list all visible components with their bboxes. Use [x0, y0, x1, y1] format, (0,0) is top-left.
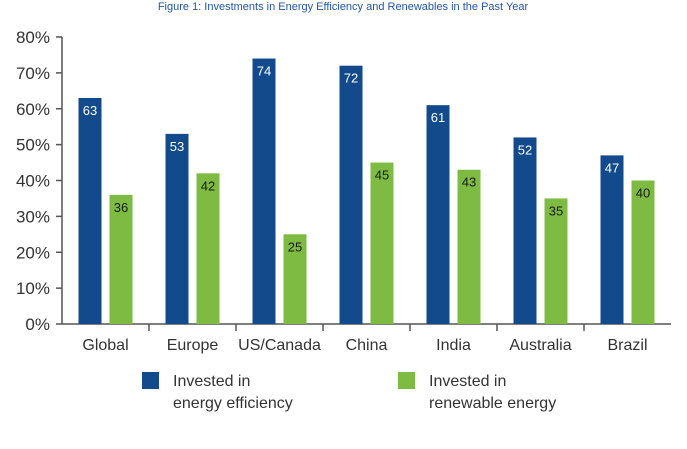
x-tick-label: Australia — [509, 337, 571, 354]
data-label: 35 — [549, 203, 563, 218]
y-tick-label: 10% — [16, 279, 50, 298]
bar — [426, 105, 450, 324]
y-tick-label: 70% — [16, 64, 50, 83]
bar — [513, 137, 537, 324]
x-tick-label: China — [346, 337, 388, 354]
y-tick-label: 80% — [16, 28, 50, 47]
data-label: 53 — [170, 139, 184, 154]
legend-label: energy efficiency — [173, 395, 293, 412]
data-label: 74 — [257, 64, 271, 79]
data-label: 36 — [114, 200, 128, 215]
data-label: 40 — [636, 186, 650, 201]
bar — [165, 133, 189, 324]
data-label: 72 — [344, 71, 358, 86]
bar — [78, 97, 102, 324]
bar — [339, 65, 363, 324]
legend-item: Invested in energy efficiency — [142, 372, 293, 412]
y-tick-label: 30% — [16, 207, 50, 226]
bar — [196, 173, 220, 324]
data-label: 45 — [375, 168, 389, 183]
bar — [109, 194, 133, 324]
y-tick-label: 0% — [25, 315, 50, 334]
y-tick-label: 40% — [16, 172, 50, 191]
bar — [631, 180, 655, 324]
x-tick-label: Europe — [167, 337, 219, 354]
data-label: 47 — [605, 160, 619, 175]
bars — [78, 58, 655, 325]
legend-item: Invested in renewable energy — [398, 372, 556, 412]
data-label: 25 — [288, 239, 302, 254]
y-tick-label: 50% — [16, 136, 50, 155]
data-label: 52 — [518, 142, 532, 157]
legend: Invested in energy efficiency Invested in r… — [142, 372, 556, 412]
data-label: 61 — [431, 110, 445, 125]
bar — [544, 198, 568, 324]
bar — [600, 155, 624, 324]
x-tick-label: US/Canada — [238, 337, 321, 354]
y-tick-label: 20% — [16, 243, 50, 262]
bar — [283, 234, 307, 324]
chart-title: Figure 1: Investments in Energy Efficien… — [158, 1, 529, 13]
legend-label: Invested in — [173, 373, 250, 390]
legend-label: Invested in — [429, 373, 506, 390]
legend-label: renewable energy — [429, 395, 556, 412]
data-label: 43 — [462, 175, 476, 190]
x-tick-label: Global — [82, 337, 128, 354]
bar — [252, 58, 276, 325]
y-tick-label: 60% — [16, 100, 50, 119]
bar — [457, 169, 481, 324]
legend-swatch — [142, 372, 159, 389]
axes: 0% 10% 20% 30% 40% 50% 60% 70% 80% Global Europe US… — [16, 28, 671, 354]
x-tick-label: Brazil — [607, 337, 647, 354]
data-label: 42 — [201, 178, 215, 193]
legend-swatch — [398, 372, 415, 389]
data-label: 63 — [83, 103, 97, 118]
x-tick-label: India — [436, 337, 471, 354]
bar — [370, 162, 394, 324]
data-labels: 63 36 53 42 74 25 72 45 61 43 52 35 47 40 — [83, 64, 650, 255]
